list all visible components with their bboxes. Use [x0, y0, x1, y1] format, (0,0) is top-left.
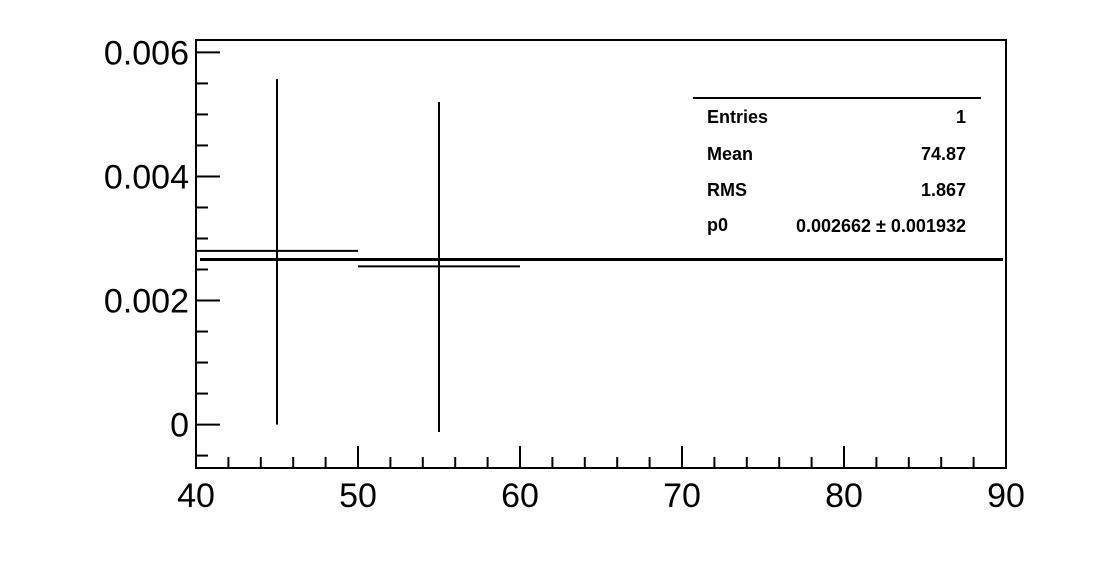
stats-box: Entries 1 Mean 74.87 RMS 1.867 p0 0.0026… — [693, 97, 981, 236]
x-tick-label: 70 — [663, 477, 701, 515]
plot-frame — [195, 39, 1007, 469]
stat-value-p0: 0.002662 ± 0.001932 — [796, 216, 966, 236]
stat-value-rms: 1.867 — [921, 180, 966, 200]
data-points — [196, 79, 520, 433]
y-tick-label: 0 — [170, 407, 189, 445]
stat-label-entries: Entries — [707, 107, 768, 127]
axis-tick-labels: 40 50 60 70 80 90 0 0.002 0.004 0.006 — [104, 34, 1025, 515]
stat-value-mean: 74.87 — [921, 144, 966, 164]
axis-ticks — [195, 51, 1007, 468]
stat-label-mean: Mean — [707, 144, 753, 164]
y-tick-label: 0.004 — [104, 158, 189, 196]
x-tick-label: 60 — [501, 477, 539, 515]
data-point — [358, 102, 520, 433]
data-point — [196, 79, 358, 425]
x-tick-label: 50 — [339, 477, 377, 515]
x-tick-label: 40 — [177, 477, 215, 515]
x-tick-label: 80 — [825, 477, 863, 515]
y-tick-label: 0.006 — [104, 34, 189, 72]
stat-value-entries: 1 — [956, 107, 966, 127]
y-tick-label: 0.002 — [104, 283, 189, 321]
stat-label-p0: p0 — [707, 215, 728, 235]
x-tick-label: 90 — [987, 477, 1025, 515]
stat-label-rms: RMS — [707, 180, 747, 200]
